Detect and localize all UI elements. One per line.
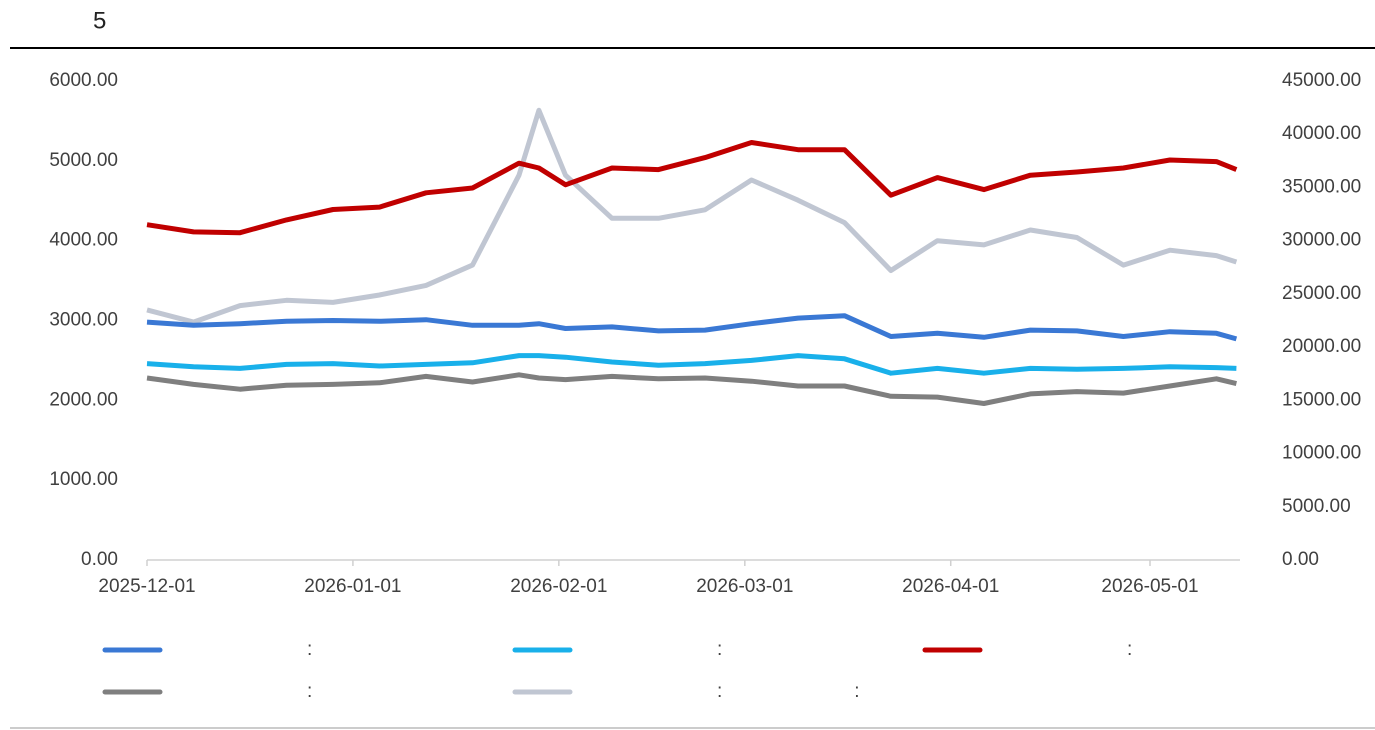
x-tick-label: 2026-01-01	[304, 576, 401, 597]
y2-tick-label: 0.00	[1282, 549, 1319, 570]
legend-label: :	[307, 681, 312, 702]
y2-tick-label: 25000.00	[1282, 283, 1361, 304]
x-tick-label: 2026-04-01	[902, 576, 999, 597]
series-line	[146, 353, 1237, 376]
y2-tick-label: 35000.00	[1282, 176, 1361, 197]
y2-tick-label: 20000.00	[1282, 336, 1361, 357]
y2-tick-label: 45000.00	[1282, 70, 1361, 91]
chart-title: 5	[93, 7, 106, 34]
y-tick-label: 5000.00	[49, 150, 118, 171]
legend-label: :	[307, 639, 312, 660]
y-tick-label: 6000.00	[49, 70, 118, 91]
y2-tick-label: 15000.00	[1282, 389, 1361, 410]
series-line	[146, 140, 1238, 236]
y-tick-label: 0.00	[81, 549, 118, 570]
x-tick-label: 2026-05-01	[1101, 576, 1198, 597]
legend-label: :	[1127, 639, 1132, 660]
y2-tick-label: 30000.00	[1282, 230, 1361, 251]
legend-label: : :	[717, 681, 860, 702]
y-tick-label: 3000.00	[49, 310, 118, 331]
legend-label: :	[717, 639, 722, 660]
x-tick-label: 2026-03-01	[696, 576, 793, 597]
y2-tick-label: 10000.00	[1282, 443, 1361, 464]
y-tick-label: 1000.00	[49, 469, 118, 490]
x-tick-label: 2026-02-01	[510, 576, 607, 597]
x-tick-label: 2025-12-01	[98, 576, 195, 597]
y-tick-label: 4000.00	[49, 230, 118, 251]
series-line	[146, 372, 1237, 406]
y2-tick-label: 5000.00	[1282, 496, 1351, 517]
series-line	[146, 107, 1238, 325]
y-tick-label: 2000.00	[49, 389, 118, 410]
series-line	[146, 313, 1238, 342]
y2-tick-label: 40000.00	[1282, 123, 1361, 144]
